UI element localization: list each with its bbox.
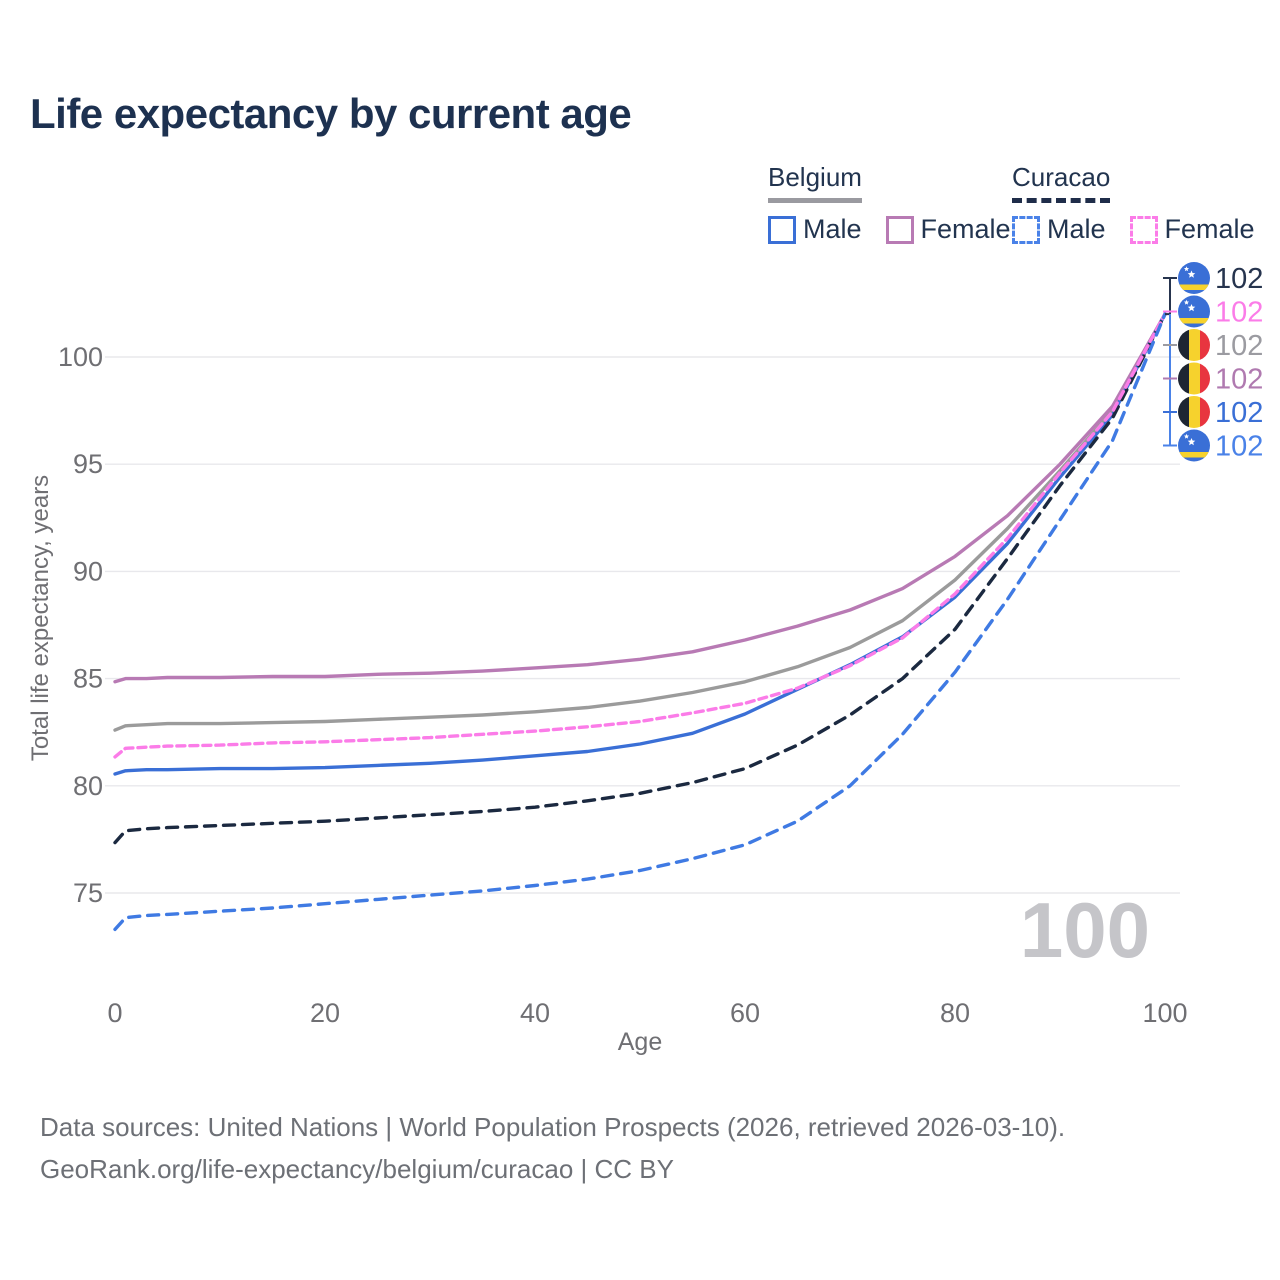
end-label-row: 102	[1163, 262, 1263, 295]
legend-belgium-header[interactable]: Belgium	[768, 162, 862, 203]
end-label-row: 102	[1163, 429, 1263, 463]
legend-label: Male	[1047, 214, 1106, 244]
series-line-curacao	[113, 312, 1167, 845]
end-label-value: 102	[1215, 263, 1263, 295]
end-label-value: 102	[1215, 397, 1263, 429]
y-tick-label: 100	[58, 342, 103, 372]
series-line-curacao-female	[113, 312, 1167, 759]
belgium-female-swatch	[885, 215, 914, 244]
x-tick-label: 80	[940, 998, 970, 1028]
attribution-text: GeoRank.org/life-expectancy/belgium/cura…	[40, 1154, 674, 1184]
flag-icon-curacao	[1178, 262, 1210, 294]
data-sources-text: Data sources: United Nations | World Pop…	[40, 1112, 1066, 1142]
age-watermark: 100	[1020, 886, 1150, 974]
x-tick-label: 100	[1142, 998, 1187, 1028]
legend-item-curacao-male[interactable]: Male	[1012, 214, 1106, 245]
page-title: Life expectancy by current age	[30, 90, 632, 137]
y-tick-label: 95	[73, 449, 103, 479]
y-tick-label: 80	[73, 771, 103, 801]
legend-label: Female	[920, 214, 1011, 244]
y-tick-label: 75	[73, 878, 103, 908]
flag-icon-curacao	[1178, 295, 1210, 328]
end-label-value: 102	[1215, 431, 1263, 463]
legend-curacao-header[interactable]: Curacao	[1012, 162, 1111, 203]
flag-icon-belgium	[1178, 362, 1210, 395]
legend-item-curacao-female[interactable]: Female	[1129, 214, 1255, 245]
series-line-belgium	[113, 312, 1167, 732]
y-tick-label: 90	[73, 556, 103, 586]
series-line-belgium-male	[113, 312, 1167, 776]
curacao-male-swatch	[1012, 215, 1040, 244]
x-tick-label: 0	[107, 998, 122, 1028]
x-tick-label: 40	[520, 998, 550, 1028]
end-label-value: 102	[1215, 297, 1263, 329]
series-line-belgium-female	[113, 312, 1167, 684]
x-tick-label: 60	[730, 998, 760, 1028]
legend-item-belgium-female[interactable]: Female	[885, 214, 1011, 245]
end-label-row: 102	[1163, 329, 1263, 362]
legend-label: Female	[1164, 214, 1255, 244]
curacao-female-swatch	[1129, 215, 1158, 244]
end-label-value: 102	[1215, 330, 1263, 362]
end-label-value: 102	[1215, 364, 1263, 396]
legend-item-belgium-male[interactable]: Male	[768, 214, 862, 245]
legend-label: Male	[803, 214, 862, 244]
y-axis-title: Total life expectancy, years	[27, 475, 54, 761]
end-label-row: 102	[1163, 362, 1263, 396]
gridlines: 75 80 85 90 95 100 0 20 40 60 80 100 Age Total life e…	[27, 342, 1188, 1056]
legend-group-belgium: Belgium Male Female	[768, 162, 1011, 245]
legend-group-curacao: Curacao Male Female	[1012, 162, 1255, 245]
x-axis-title: Age	[618, 1028, 662, 1056]
y-tick-label: 85	[73, 664, 103, 694]
end-label-row: 102	[1163, 396, 1263, 429]
x-tick-label: 20	[310, 998, 340, 1028]
series-line-curacao-male	[113, 312, 1167, 932]
end-label-row: 102	[1163, 295, 1263, 329]
belgium-male-swatch	[768, 215, 796, 244]
chart-footer: Data sources: United Nations | World Pop…	[40, 1106, 1065, 1190]
flag-icon-curacao	[1178, 429, 1210, 462]
flag-icon-belgium	[1178, 329, 1210, 361]
flag-icon-belgium	[1178, 396, 1210, 428]
